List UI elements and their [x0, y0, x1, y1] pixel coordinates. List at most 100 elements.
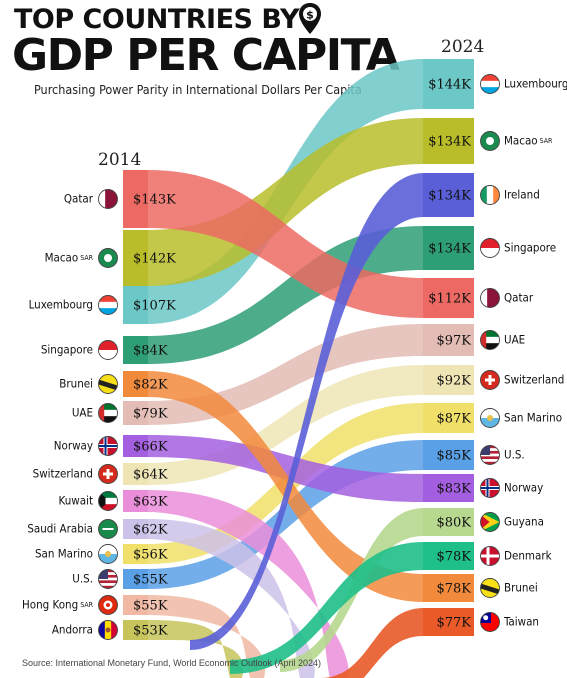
- flag-us-icon: [98, 569, 118, 589]
- start-country-label: San Marino: [35, 547, 93, 561]
- ribbon-brunei: [147, 371, 424, 602]
- start-bar: [123, 230, 148, 286]
- end-value-label: $97K: [436, 334, 471, 349]
- end-country-label: Singapore: [504, 241, 556, 255]
- ribbon-enter-ireland: [190, 173, 424, 650]
- dollar-pin-icon: $: [299, 3, 321, 34]
- start-bar: [123, 401, 148, 425]
- flag-norway-icon: [480, 478, 500, 498]
- start-bar: [123, 286, 148, 324]
- end-country-label: Ireland: [504, 188, 540, 202]
- ribbon-norway: [147, 435, 424, 502]
- source-note: Source: International Monetary Fund, Wor…: [22, 658, 321, 668]
- end-value-label: $134K: [428, 189, 471, 204]
- start-bar: [123, 170, 148, 228]
- flag-andorra-icon: [98, 620, 118, 640]
- start-bar: [123, 544, 148, 564]
- end-value-label: $83K: [436, 482, 471, 497]
- chart-title-line2: GDP PER CAPITA: [12, 30, 400, 81]
- start-value-label: $79K: [133, 407, 168, 422]
- end-bar: [423, 508, 474, 536]
- start-country-label: Macao SAR: [45, 251, 94, 265]
- ribbons-layer: [147, 59, 424, 678]
- flag-kuwait-icon: [98, 491, 118, 511]
- start-value-label: $66K: [133, 440, 168, 455]
- end-value-label: $87K: [436, 412, 471, 427]
- end-bar: [423, 474, 474, 502]
- flag-uae-icon: [480, 330, 500, 350]
- end-bar: [423, 542, 474, 570]
- end-bar: [423, 440, 474, 470]
- flag-qatar-icon: [98, 189, 118, 209]
- flag-qatar-icon: [480, 288, 500, 308]
- start-bar: [123, 371, 148, 397]
- start-country-label: Norway: [54, 439, 93, 453]
- end-value-label: $134K: [428, 135, 471, 150]
- start-value-label: $53K: [133, 624, 168, 639]
- start-value-label: $55K: [133, 573, 168, 588]
- end-value-label: $80K: [436, 516, 471, 531]
- end-value-label: $78K: [436, 550, 471, 565]
- flag-switzerland-icon: [480, 370, 500, 390]
- start-value-label: $56K: [133, 548, 168, 563]
- ribbon-enter-taiwan: [320, 608, 424, 678]
- start-bar: [123, 336, 148, 364]
- end-value-label: $77K: [436, 616, 471, 631]
- start-year-label: 2014: [98, 150, 142, 170]
- start-value-label: $63K: [133, 495, 168, 510]
- start-country-label: Saudi Arabia: [27, 522, 93, 536]
- start-country-label: U.S.: [72, 572, 93, 586]
- flag-guyana-icon: [480, 512, 500, 532]
- start-bar: [123, 490, 148, 512]
- end-country-label: Guyana: [504, 515, 544, 529]
- end-country-label: Switzerland: [504, 373, 564, 387]
- flag-saudi-icon: [98, 519, 118, 539]
- start-bar: [123, 569, 148, 589]
- flag-taiwan-icon: [480, 612, 500, 632]
- end-value-label: $85K: [436, 449, 471, 464]
- end-bar: [423, 574, 474, 602]
- flag-sanmarino-icon: [480, 408, 500, 428]
- flag-macao-icon: [480, 131, 500, 151]
- end-bar: [423, 59, 474, 109]
- flag-hongkong-icon: [98, 595, 118, 615]
- flag-norway-icon: [98, 436, 118, 456]
- end-country-label: UAE: [504, 333, 525, 347]
- start-country-label: Kuwait: [59, 494, 94, 508]
- flag-luxembourg-icon: [98, 295, 118, 315]
- end-bar: [423, 403, 474, 433]
- start-value-label: $143K: [133, 193, 176, 208]
- start-value-label: $62K: [133, 523, 168, 538]
- end-country-label: U.S.: [504, 448, 525, 462]
- end-country-label: San Marino: [504, 411, 562, 425]
- end-country-label: Taiwan: [503, 615, 539, 629]
- chart-subtitle: Purchasing Power Parity in International…: [34, 82, 362, 97]
- flag-singapore-icon: [98, 340, 118, 360]
- start-value-label: $64K: [133, 468, 168, 483]
- start-bar: [123, 620, 148, 640]
- end-bar: [423, 226, 474, 270]
- end-year-label: 2024: [441, 37, 485, 57]
- end-value-label: $92K: [436, 374, 471, 389]
- chart-title-line1: TOP COUNTRIES BY: [14, 4, 300, 35]
- end-value-label: $144K: [428, 78, 471, 93]
- start-country-label: Hong Kong SAR: [22, 598, 94, 612]
- end-bar: [423, 608, 474, 636]
- end-country-label: Luxembourg: [504, 77, 567, 91]
- ribbon-macao: [147, 118, 424, 286]
- start-country-label: Singapore: [41, 343, 93, 357]
- end-country-label: Denmark: [504, 549, 552, 563]
- end-country-label: Norway: [504, 481, 543, 495]
- start-bar: [123, 595, 148, 615]
- start-bar: [123, 519, 148, 539]
- end-country-label: Brunei: [504, 581, 538, 595]
- start-country-label: Brunei: [59, 377, 93, 391]
- start-country-label: Luxembourg: [29, 298, 93, 312]
- end-bar: [423, 173, 474, 217]
- start-value-label: $84K: [133, 344, 168, 359]
- end-value-label: $78K: [436, 582, 471, 597]
- flag-switzerland-icon: [98, 464, 118, 484]
- flag-macao-icon: [98, 248, 118, 268]
- end-country-label: Qatar: [504, 291, 534, 305]
